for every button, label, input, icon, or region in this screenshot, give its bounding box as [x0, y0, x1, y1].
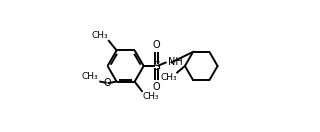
Text: O: O	[153, 40, 160, 50]
Text: CH₃: CH₃	[92, 31, 108, 40]
Text: O: O	[153, 82, 160, 92]
Text: CH₃: CH₃	[82, 72, 98, 81]
Text: CH₃: CH₃	[160, 73, 177, 82]
Text: NH: NH	[168, 57, 182, 67]
Text: CH₃: CH₃	[142, 92, 159, 101]
Text: O: O	[103, 78, 111, 88]
Text: S: S	[153, 60, 161, 72]
